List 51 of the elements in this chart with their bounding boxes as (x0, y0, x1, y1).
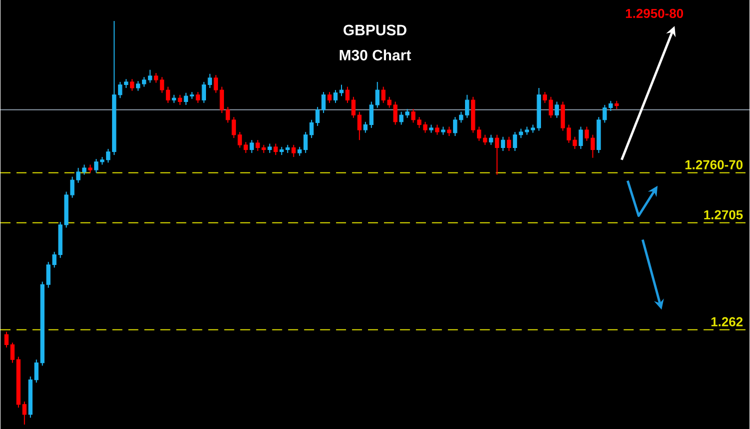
text: M30 Chart (340, 49, 411, 60)
candlestick (202, 81, 206, 104)
candlestick (292, 144, 296, 158)
candlestick (494, 134, 500, 176)
candlestick (578, 126, 583, 150)
candlestick (184, 92, 188, 106)
candlestick (148, 69, 152, 84)
candlestick (512, 131, 518, 152)
candlestick (375, 81, 380, 108)
candlestick (506, 136, 512, 152)
candlestick (339, 84, 344, 96)
candlestick (369, 101, 374, 128)
candlestick (34, 358, 38, 383)
candlestick (166, 86, 170, 104)
text: 1.2950-80 (626, 8, 684, 18)
candlestick (476, 126, 482, 142)
candlestick (10, 342, 15, 364)
candlestick (482, 134, 488, 146)
candlestick (136, 80, 140, 92)
candlestick (304, 131, 308, 154)
candlestick (435, 124, 440, 136)
candlestick (554, 101, 559, 118)
candlestick (196, 91, 200, 104)
text: 1.262 (711, 316, 743, 326)
candlestick (315, 106, 320, 126)
candlestick (22, 400, 27, 425)
candlestick (333, 89, 338, 104)
chart-title: GBPUSD (344, 24, 406, 36)
candlestick (518, 128, 524, 138)
candlestick (500, 136, 506, 152)
candlestick (130, 78, 134, 92)
candlestick (488, 134, 494, 146)
candlestick (447, 126, 452, 136)
candlestick (178, 94, 182, 106)
candlestick (309, 119, 314, 138)
candlestick (250, 139, 254, 154)
candlestick (154, 72, 158, 84)
text: 1.2705 (704, 210, 743, 220)
candlestick (268, 142, 272, 154)
candlestick (351, 96, 356, 118)
candlestick (160, 76, 164, 94)
candlestick (274, 142, 278, 156)
candlestick (363, 121, 368, 134)
candlestick (357, 111, 362, 140)
candlestick (142, 76, 146, 88)
candlestick (327, 91, 332, 104)
candlestick (4, 331, 9, 348)
candlestick (208, 73, 212, 88)
text: 1.2760-70 (685, 160, 743, 170)
candlestick (345, 86, 350, 104)
candlestick (321, 91, 326, 114)
